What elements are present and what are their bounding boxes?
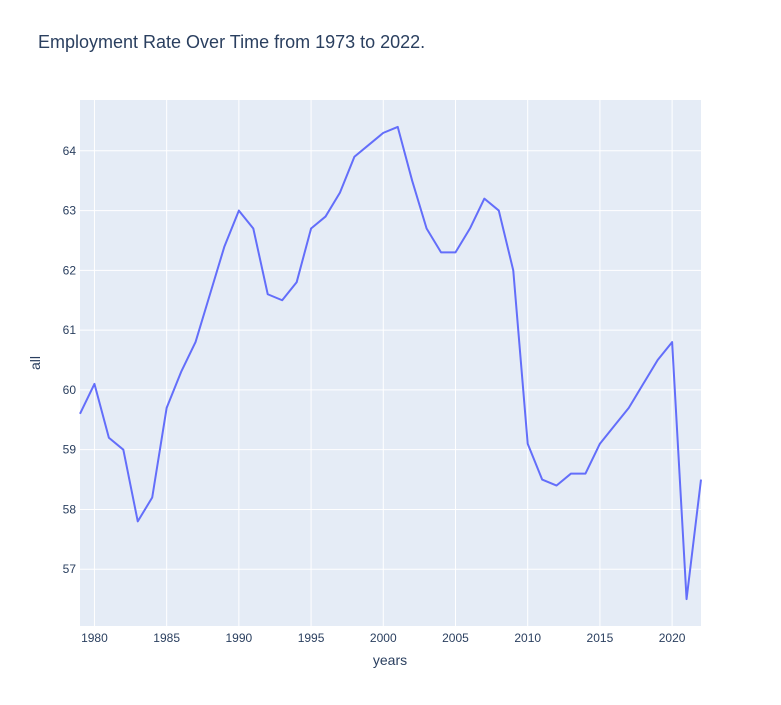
x-tick-label: 1985 [153,631,180,645]
y-tick-label: 59 [63,443,77,457]
y-tick-label: 61 [63,323,77,337]
y-tick-label: 63 [63,204,77,218]
x-tick-label: 2020 [659,631,686,645]
y-tick-label: 58 [63,502,77,516]
x-tick-label: 2010 [514,631,541,645]
series-line [79,125,702,601]
y-tick-label: 64 [63,144,77,158]
x-axis-title: years [373,652,407,668]
y-tick-label: 57 [63,562,77,576]
x-gridlines [93,100,673,626]
x-tick-label: 1995 [298,631,325,645]
y-tick-label: 60 [63,383,77,397]
y-tick-label: 62 [63,263,77,277]
x-tick-label: 1990 [226,631,253,645]
plot-area [80,100,701,626]
y-tick-labels: 57 58 59 60 61 62 63 64 [63,144,77,576]
chart-title: Employment Rate Over Time from 1973 to 2… [38,32,426,52]
x-tick-labels: 1980 1985 1990 1995 2000 2005 2010 2015 2020 [81,631,686,645]
y-axis-title: all [27,356,43,370]
x-tick-label: 1980 [81,631,108,645]
x-tick-label: 2015 [587,631,614,645]
x-tick-label: 2005 [442,631,469,645]
x-tick-label: 2000 [370,631,397,645]
